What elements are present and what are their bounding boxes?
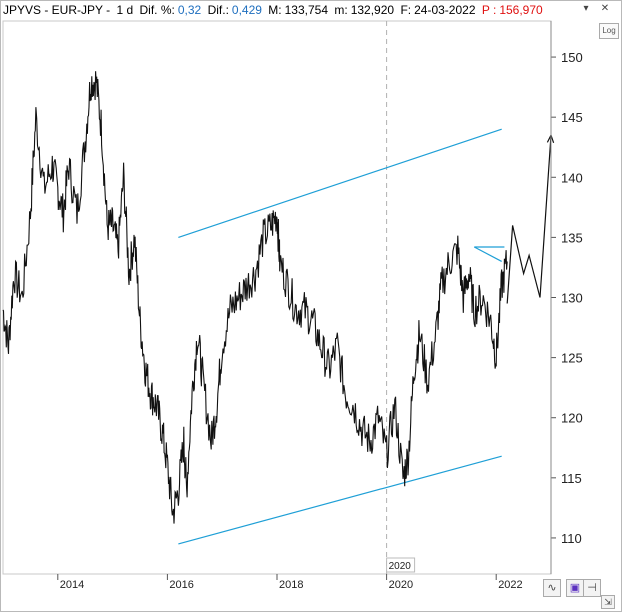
crosshair: 2020: [386, 21, 416, 574]
resize-icon[interactable]: ⇲: [601, 595, 615, 609]
y-tick-label-7: 115: [561, 471, 582, 486]
price-series: [2, 71, 508, 524]
log-scale-button[interactable]: Log: [599, 23, 619, 39]
x-tick-label-2: 2018: [279, 579, 303, 591]
dif-pct-label: Dif. %:: [139, 3, 175, 17]
chart-grid: [2, 20, 552, 575]
channel-lower-line: [178, 455, 502, 545]
crosshair-label-box: [386, 557, 416, 573]
projection-line: [506, 135, 552, 304]
crosshair-label: 2020: [389, 561, 412, 572]
max-value: 133,754: [284, 3, 329, 17]
x-tick-label-4: 2022: [498, 579, 522, 591]
price-line: [2, 71, 508, 524]
min-label: m:: [334, 3, 348, 17]
y-tick-label-1: 145: [561, 110, 583, 125]
date-value: 24-03-2022: [414, 3, 476, 17]
close-icon[interactable]: ✕: [600, 3, 610, 14]
save-icon[interactable]: ▣: [566, 579, 584, 597]
pattern-slope-line: [474, 246, 502, 262]
dif-pct-value: 0,32: [177, 3, 202, 17]
pin-icon[interactable]: ⊣: [583, 579, 601, 597]
x-tick-label-3: 2020: [389, 579, 413, 591]
period-label: 1 d: [116, 3, 134, 17]
y-tick-label-4: 130: [561, 291, 583, 306]
min-value: 132,920: [350, 3, 395, 17]
quote-header: JPYVS - EUR-JPY - 1 d Dif. %: 0,32 Dif.: 0…: [3, 3, 546, 19]
price-label: P :: [481, 3, 497, 17]
y-tick-label-3: 135: [561, 230, 583, 245]
projection-path: [506, 133, 555, 304]
x-tick-label-0: 2014: [60, 579, 84, 591]
date-label: F:: [400, 3, 412, 17]
dif-label: Dif.:: [207, 3, 229, 17]
y-tick-label-0: 150: [561, 50, 583, 65]
trend-channels: [178, 128, 505, 545]
symbol-label: JPYVS - EUR-JPY -: [3, 3, 111, 17]
y-tick-label-6: 120: [561, 411, 583, 426]
max-label: M:: [268, 3, 282, 17]
y-tick-label-5: 125: [561, 351, 583, 366]
price-value: 156,970: [499, 3, 543, 17]
collapse-icon[interactable]: ▾: [583, 3, 589, 14]
plot-border: [2, 20, 552, 575]
dif-value: 0,429: [231, 3, 262, 17]
y-tick-label-2: 140: [561, 170, 583, 185]
y-tick-label-8: 110: [561, 531, 582, 546]
x-tick-label-1: 2016: [169, 579, 193, 591]
bottom-toolbar: ∿ ▣ ⊣ ⇲: [1, 577, 621, 611]
x-axis: 2014 2016 2018 2020 2022: [57, 574, 523, 591]
y-axis: 150 145 140 135 130 125 120 115 110: [550, 21, 583, 574]
wave-icon[interactable]: ∿: [543, 579, 561, 597]
channel-upper-line: [178, 128, 502, 238]
